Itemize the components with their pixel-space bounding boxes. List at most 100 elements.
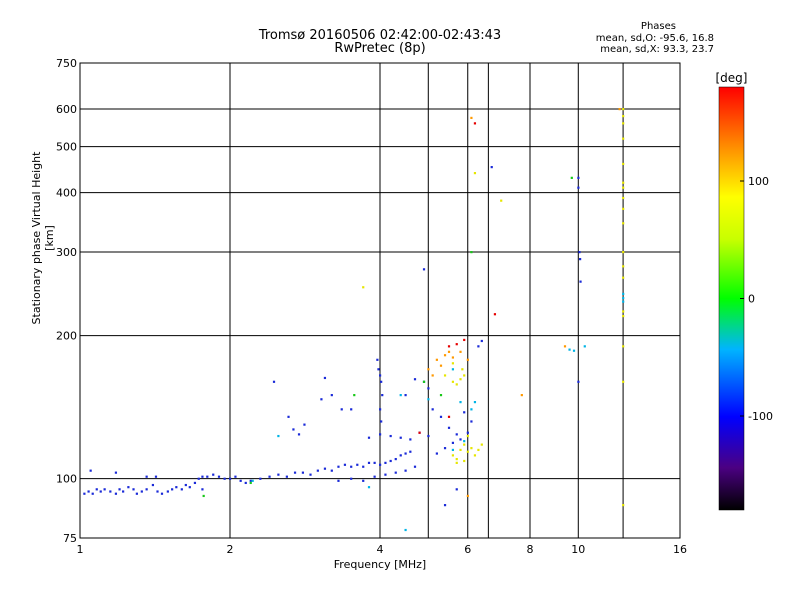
chart-title: Tromsø 20160506 02:42:00-02:43:43 bbox=[258, 28, 502, 43]
data-point bbox=[622, 222, 625, 225]
data-point bbox=[622, 186, 625, 189]
data-point bbox=[451, 356, 455, 359]
data-point bbox=[156, 490, 159, 493]
data-point bbox=[103, 488, 106, 491]
data-point bbox=[379, 463, 382, 466]
x-tick-label: 1 bbox=[77, 543, 84, 556]
x-axis-label: Frequency [MHz] bbox=[333, 558, 427, 571]
data-point bbox=[309, 473, 312, 476]
y-tick-label: 100 bbox=[56, 473, 77, 486]
data-point bbox=[622, 310, 625, 313]
data-point bbox=[380, 420, 383, 423]
data-point bbox=[340, 408, 343, 411]
data-point bbox=[622, 251, 625, 254]
data-point bbox=[490, 166, 493, 169]
data-point bbox=[362, 479, 365, 482]
data-point bbox=[577, 176, 580, 179]
data-point bbox=[350, 465, 353, 468]
data-point bbox=[439, 415, 443, 418]
data-point bbox=[622, 345, 625, 348]
data-point bbox=[277, 434, 280, 438]
data-point bbox=[451, 380, 455, 383]
data-point bbox=[394, 471, 397, 474]
data-point bbox=[303, 423, 306, 426]
data-point bbox=[493, 313, 497, 316]
data-point bbox=[459, 350, 462, 353]
data-point bbox=[622, 181, 625, 184]
colorbar-label: [deg] bbox=[716, 71, 748, 85]
data-point bbox=[463, 374, 466, 377]
data-point bbox=[422, 268, 426, 271]
data-point bbox=[175, 486, 178, 489]
data-point bbox=[151, 483, 155, 487]
data-point bbox=[154, 475, 158, 478]
data-point bbox=[466, 434, 469, 438]
data-point bbox=[259, 477, 262, 480]
y-tick-label: 75 bbox=[63, 532, 77, 545]
data-point bbox=[323, 467, 327, 470]
data-point bbox=[292, 428, 295, 431]
data-point bbox=[622, 108, 625, 111]
phases-header: Phases bbox=[640, 21, 676, 32]
data-point bbox=[618, 108, 621, 111]
data-point bbox=[353, 394, 356, 397]
x-tick-label: 4 bbox=[377, 543, 384, 556]
data-point bbox=[470, 447, 473, 450]
data-point bbox=[578, 251, 581, 254]
data-point bbox=[461, 368, 464, 371]
data-point bbox=[470, 420, 473, 423]
data-point bbox=[451, 368, 455, 371]
data-point bbox=[373, 475, 376, 478]
data-point bbox=[404, 528, 407, 532]
data-point bbox=[109, 490, 112, 493]
data-point bbox=[293, 471, 297, 474]
x-tick-label: 8 bbox=[527, 543, 534, 556]
data-point bbox=[480, 339, 483, 343]
data-point bbox=[404, 394, 407, 397]
data-point bbox=[127, 486, 130, 489]
data-point bbox=[350, 477, 353, 480]
data-point bbox=[114, 492, 118, 495]
data-point bbox=[435, 358, 438, 361]
data-point bbox=[83, 492, 86, 495]
x-tick-label: 16 bbox=[673, 543, 687, 556]
data-point bbox=[201, 475, 204, 478]
data-point bbox=[394, 457, 397, 461]
data-point bbox=[622, 115, 625, 118]
colorbar-tick-label: 0 bbox=[748, 293, 755, 306]
data-point bbox=[367, 461, 371, 464]
data-point bbox=[622, 137, 625, 140]
data-point bbox=[206, 475, 209, 478]
data-point bbox=[244, 481, 247, 485]
data-point bbox=[367, 486, 371, 489]
data-point bbox=[622, 122, 625, 125]
data-point bbox=[277, 473, 280, 476]
data-point bbox=[380, 380, 383, 383]
data-point bbox=[409, 450, 412, 453]
data-point bbox=[622, 300, 625, 303]
data-point bbox=[188, 486, 191, 489]
data-point bbox=[455, 383, 458, 386]
data-point bbox=[455, 461, 458, 464]
data-point bbox=[579, 258, 582, 261]
data-point bbox=[443, 504, 447, 507]
data-point bbox=[413, 465, 417, 468]
data-point bbox=[622, 297, 625, 300]
data-point bbox=[114, 471, 118, 474]
y-tick-label: 750 bbox=[56, 57, 77, 70]
data-point bbox=[135, 492, 138, 495]
data-point bbox=[622, 265, 625, 268]
data-point bbox=[389, 459, 392, 463]
data-point bbox=[451, 441, 455, 444]
data-point bbox=[455, 343, 458, 346]
data-point bbox=[577, 186, 580, 189]
x-tick-label: 6 bbox=[464, 543, 471, 556]
colorbar bbox=[718, 86, 745, 511]
data-point bbox=[376, 358, 379, 361]
data-point bbox=[287, 415, 290, 418]
data-point bbox=[455, 457, 458, 461]
data-point bbox=[118, 488, 121, 491]
data-point bbox=[451, 362, 455, 365]
data-point bbox=[466, 450, 469, 453]
